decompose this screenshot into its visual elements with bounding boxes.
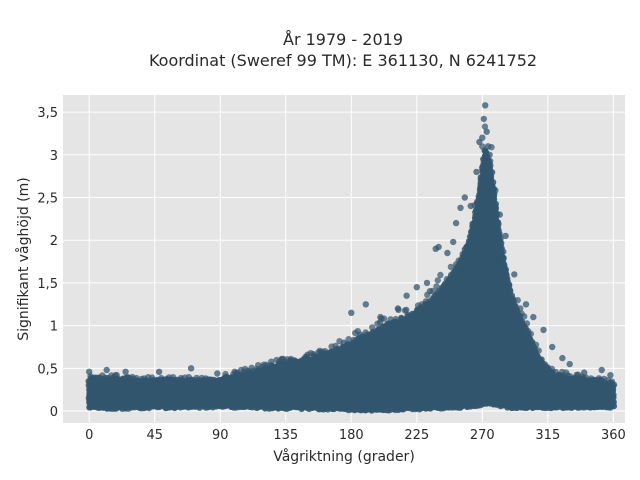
chart-title-line-2: Koordinat (Sweref 99 TM): E 361130, N 62… [149, 51, 537, 70]
data-points [85, 102, 618, 414]
chart-title-line-1: År 1979 - 2019 [283, 30, 403, 49]
data-point [403, 306, 410, 314]
